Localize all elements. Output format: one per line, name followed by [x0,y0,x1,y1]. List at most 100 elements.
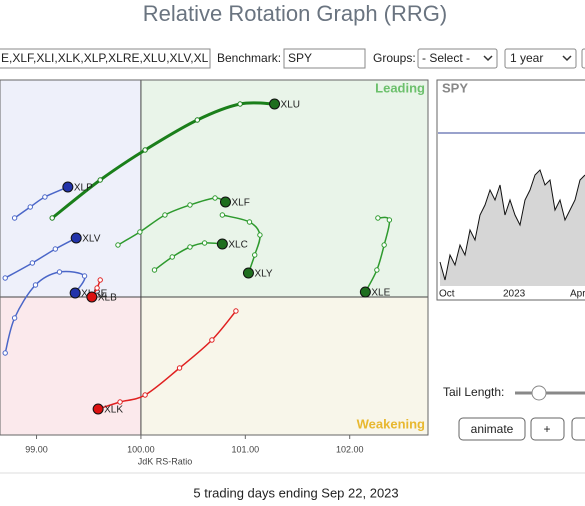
quadrant-weakening [140,297,428,435]
x-tick-label: 99.00 [25,444,48,454]
series-label: XLV [82,234,100,245]
animate-text: animate [471,422,514,436]
select-arrow [483,55,493,62]
tail-point [56,269,63,275]
tail-line [14,186,69,219]
price-line [439,169,585,281]
tail-point [2,275,8,281]
tail-point [194,117,200,123]
benchmark-input[interactable] [283,48,366,69]
groups-text: - Select - [422,51,470,65]
benchmark-label: Benchmark: [217,51,281,65]
x-axis-label: JdK RS-Ratio [138,456,193,466]
tail-point [381,242,387,248]
tail-point [49,215,55,221]
plus-button[interactable] [530,417,565,441]
tail-head [242,267,254,279]
tail-head [69,287,81,299]
tail-head [62,181,74,193]
tail-head [269,98,281,110]
series-label: XLK [104,405,123,416]
benchmark-text: SPY [288,51,312,65]
symbols-input[interactable] [0,48,211,69]
tail-point [151,267,158,273]
tail-point [187,202,193,208]
series-label: XLB [98,293,117,304]
side-symbol: SPY [442,80,468,95]
side-chart [438,132,585,286]
cut-button[interactable] [581,48,585,69]
rrg-plot: LeadingWeakeningXLUXLFXLCXLYXLEXLPXLVXLR… [0,80,428,435]
series-label: XLF [231,198,249,209]
tail-point [97,177,103,183]
select-arrow [562,55,572,62]
tail-point [52,246,59,252]
tail-point [2,350,8,356]
tail-point [32,282,39,288]
side-x-label: Oct [439,289,455,300]
groups-select[interactable] [417,48,498,69]
tail-point [11,315,18,321]
x-tick-label: 100.00 [127,444,155,454]
price-area [440,170,585,286]
footer: 5 trading days ending Sep 22, 2023 [193,485,398,500]
tail-point [374,267,380,273]
series-label: XLP [74,183,93,194]
tail-point [209,337,215,343]
x-tick-label: 102.00 [336,444,364,454]
quadrant-leading [140,80,428,297]
series-label: XLU [281,100,300,111]
tail-line [51,101,275,220]
tail-point [42,194,48,200]
tail-point [233,308,239,314]
tail-point [169,254,175,260]
tail-head [216,238,228,250]
tail-line [4,237,77,279]
tail-point [386,217,393,223]
symbols-text: E,XLF,XLI,XLK,XLP,XLRE,XLU,XLV,XL [1,51,209,65]
tail-point [219,212,226,218]
tail-point [246,219,253,225]
tail-point [97,277,103,283]
tail-point [81,273,88,279]
tail-point [137,229,143,235]
tail-point [142,147,148,153]
series-label: XLY [254,269,272,280]
tail-point [11,215,18,221]
quadrant-label: Leading [375,80,425,95]
tail-head [359,286,371,298]
plot-frame [0,79,429,436]
tail-point [237,101,243,107]
tail-point [252,252,258,258]
tail-point [142,392,148,398]
tail-label: Tail Length: [443,385,504,399]
plus-text: + [543,422,550,436]
quadrant-label: Weakening [357,416,425,431]
tail-head [92,403,104,415]
groups-label: Groups: [373,51,416,65]
tail-point [27,204,33,210]
tail-point [115,242,121,248]
x-tick-label: 101.00 [232,444,260,454]
animate-button[interactable] [458,417,526,441]
tail-point [375,215,381,221]
tail-point [162,212,168,218]
period-select[interactable] [504,48,577,69]
tail-point [176,365,183,371]
cut-button[interactable] [571,417,585,441]
tail-head [219,196,231,208]
tail-point [117,399,123,405]
page-title: Relative Rotation Graph (RRG) [143,1,447,26]
tail-slider-handle[interactable] [531,385,547,401]
tail-point [187,244,193,250]
period-text: 1 year [510,51,543,65]
tail-point [94,285,100,291]
tail-head [86,291,98,303]
tail-point [29,260,36,266]
tail-point [212,195,218,201]
tail-head [70,232,82,244]
series-label: XLC [228,240,247,251]
side-x-label: 2023 [503,289,526,300]
